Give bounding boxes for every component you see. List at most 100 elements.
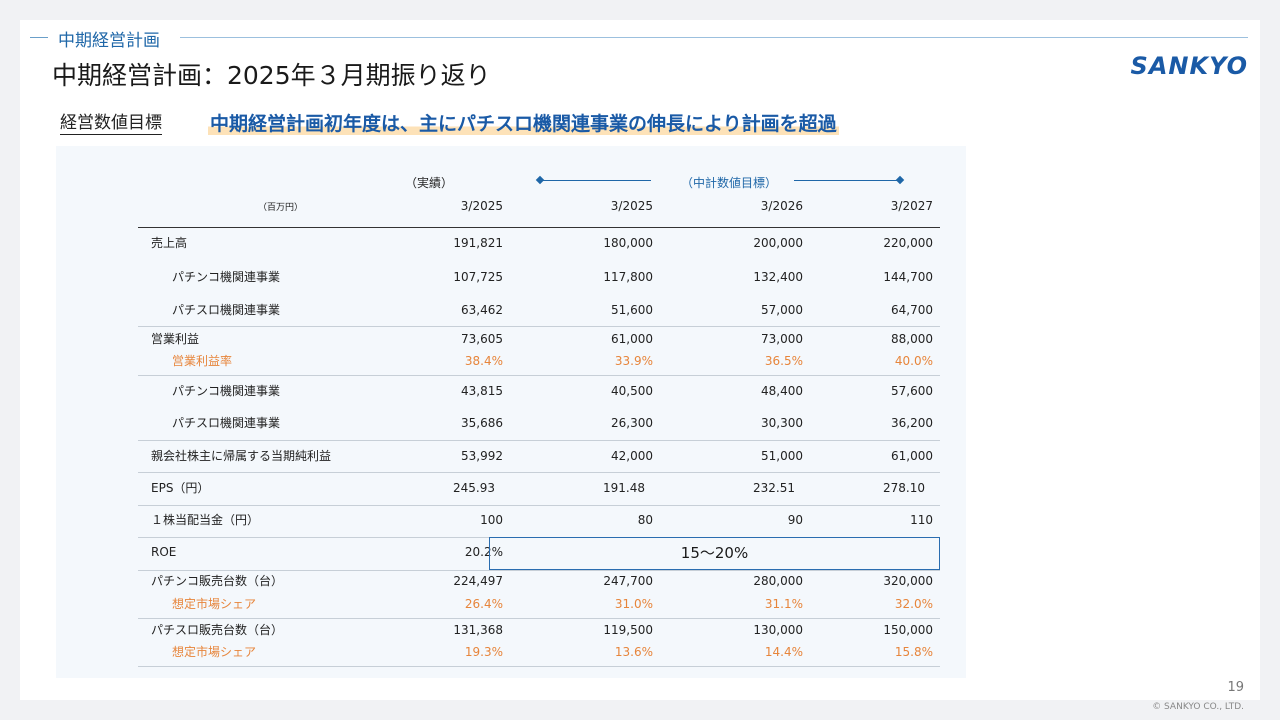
cell: 15.8% (894, 645, 933, 659)
row-label: パチスロ機関連事業 (172, 416, 281, 430)
cell: 119,500 (603, 623, 653, 637)
cell: 36.5% (764, 354, 803, 368)
row-label: 営業利益 (151, 332, 200, 346)
cell: 40.0% (894, 354, 933, 368)
cell: 88,000 (891, 332, 933, 346)
cell: 32.0% (894, 597, 933, 611)
cell: 30,300 (761, 416, 803, 430)
cell: 61,000 (611, 332, 653, 346)
cell: 280,000 (753, 574, 803, 588)
row-divider (138, 326, 940, 327)
cell: 31.1% (764, 597, 803, 611)
section-divider-left (30, 37, 48, 38)
cell: 19.3% (464, 645, 503, 659)
table-row-op-income: 営業利益 73,605 61,000 73,000 88,000 (138, 329, 940, 349)
cell: 191.48 (603, 481, 645, 495)
cell: 150,000 (883, 623, 933, 637)
cell: 26,300 (611, 416, 653, 430)
page-title: 中期経営計画：2025年３月期振り返り (52, 61, 491, 90)
cell: 38.4% (464, 354, 503, 368)
row-divider (138, 440, 940, 441)
row-label: １株当配当金（円） (151, 513, 260, 527)
slide: 中期経営計画 中期経営計画：2025年３月期振り返り SANKYO 経営数値目標… (20, 20, 1260, 700)
target-header: （中計数値目標） (681, 176, 778, 190)
target-guide-right (794, 180, 900, 181)
table-row-op-pachislot: パチスロ機関連事業 35,686 26,300 30,300 36,200 (138, 413, 940, 433)
row-label: パチスロ販売台数（台） (151, 623, 284, 637)
cell: 33.9% (614, 354, 653, 368)
cell: 224,497 (453, 574, 503, 588)
cell: 132,400 (753, 270, 803, 284)
column-header: 3/2026 (760, 199, 803, 213)
actual-header: （実績） (405, 176, 454, 190)
cell: 61,000 (891, 449, 933, 463)
row-divider (138, 618, 940, 619)
table-row-dividend: １株当配当金（円） 100 80 90 110 (138, 510, 940, 530)
cell: 90 (787, 513, 803, 527)
roe-target-box: 15～20% (489, 537, 940, 570)
row-label: パチンコ機関連事業 (172, 384, 281, 398)
cell: 180,000 (603, 236, 653, 250)
column-header: 3/2025 (610, 199, 653, 213)
cell: 80 (637, 513, 653, 527)
table-row-sales: 売上高 191,821 180,000 200,000 220,000 (138, 233, 940, 253)
cell: 278.10 (883, 481, 925, 495)
section-label: 中期経営計画 (58, 31, 160, 51)
headline-text: 中期経営計画初年度は、主にパチスロ機関連事業の伸長により計画を超過 (208, 113, 839, 135)
row-divider (138, 375, 940, 376)
table-row-pachislot-units: パチスロ販売台数（台） 131,368 119,500 130,000 150,… (138, 620, 940, 640)
diamond-marker-right (895, 175, 905, 185)
cell: 200,000 (753, 236, 803, 250)
cell: 64,700 (891, 303, 933, 317)
cell: 43,815 (461, 384, 503, 398)
headline: 中期経営計画初年度は、主にパチスロ機関連事業の伸長により計画を超過 (208, 109, 839, 136)
cell: 40,500 (611, 384, 653, 398)
cell: 36,200 (891, 416, 933, 430)
table-row-net-income: 親会社株主に帰属する当期純利益 53,992 42,000 51,000 61,… (138, 446, 940, 466)
target-guide-left (541, 180, 651, 181)
cell: 220,000 (883, 236, 933, 250)
unit-label: （百万円） (258, 203, 304, 213)
header-rule (138, 227, 940, 228)
cell: 107,725 (453, 270, 503, 284)
cell: 20.2% (464, 545, 503, 559)
table-row-sales-pachinko: パチンコ機関連事業 107,725 117,800 132,400 144,70… (138, 267, 940, 287)
cell: 51,600 (611, 303, 653, 317)
cell: 191,821 (453, 236, 503, 250)
cell: 130,000 (753, 623, 803, 637)
row-label: 想定市場シェア (172, 597, 257, 611)
cell: 247,700 (603, 574, 653, 588)
row-label: パチンコ販売台数（台） (151, 574, 284, 588)
table-row-pachinko-units: パチンコ販売台数（台） 224,497 247,700 280,000 320,… (138, 571, 940, 591)
cell: 232.51 (753, 481, 795, 495)
table-row-roe: ROE 20.2% (138, 542, 940, 562)
copyright: © SANKYO CO., LTD. (1152, 702, 1244, 712)
cell: 131,368 (453, 623, 503, 637)
row-label: 営業利益率 (172, 354, 233, 368)
cell: 26.4% (464, 597, 503, 611)
row-divider (138, 505, 940, 506)
row-label: 親会社株主に帰属する当期純利益 (151, 449, 332, 463)
cell: 53,992 (461, 449, 503, 463)
cell: 320,000 (883, 574, 933, 588)
cell: 117,800 (603, 270, 653, 284)
page-number: 19 (1227, 680, 1244, 695)
row-divider (138, 570, 940, 571)
table-row-eps: EPS（円） 245.93 191.48 232.51 278.10 (138, 478, 940, 498)
cell: 48,400 (761, 384, 803, 398)
row-label: 想定市場シェア (172, 645, 257, 659)
cell: 35,686 (461, 416, 503, 430)
cell: 245.93 (453, 481, 495, 495)
table-row-sales-pachislot: パチスロ機関連事業 63,462 51,600 57,000 64,700 (138, 300, 940, 320)
section-divider-right (180, 37, 1248, 38)
cell: 51,000 (761, 449, 803, 463)
cell: 110 (910, 513, 933, 527)
column-header: 3/2027 (890, 199, 933, 213)
table-panel: （実績） （中計数値目標） （百万円） 3/2025 3/2025 3/2026… (56, 146, 966, 678)
cell: 14.4% (764, 645, 803, 659)
table-row-pachinko-share: 想定市場シェア 26.4% 31.0% 31.1% 32.0% (138, 594, 940, 614)
row-label: パチンコ機関連事業 (172, 270, 281, 284)
row-label: ROE (151, 545, 177, 559)
subsection-label: 経営数値目標 (60, 113, 162, 135)
cell: 31.0% (614, 597, 653, 611)
